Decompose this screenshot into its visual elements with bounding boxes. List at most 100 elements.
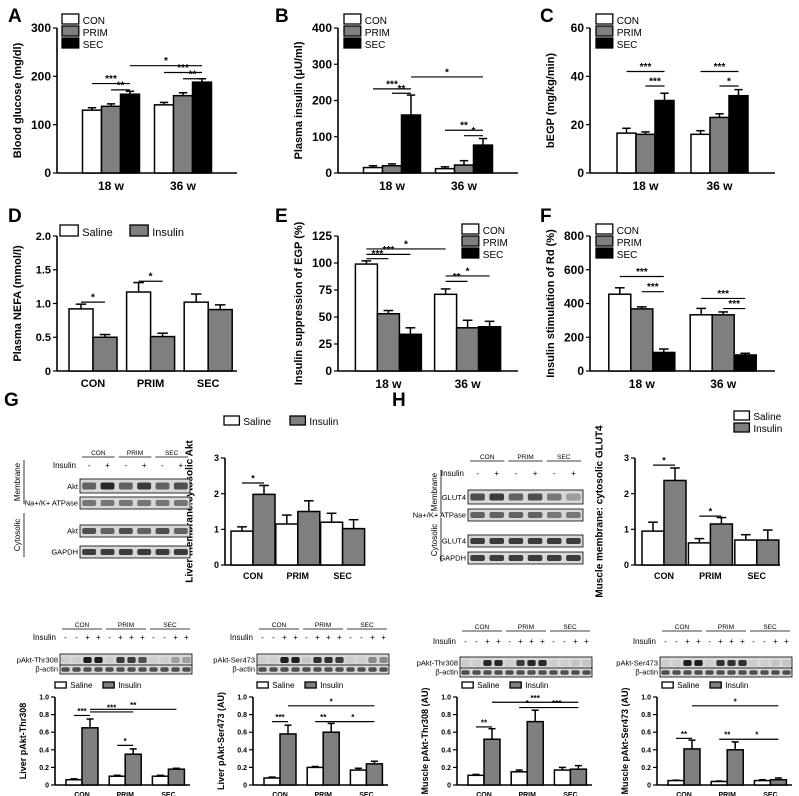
blot-strip [659, 667, 793, 678]
legend-label: Insulin [320, 681, 343, 690]
legend-swatch [61, 25, 80, 37]
x-tick-label: CON [272, 792, 288, 796]
blot-strip [459, 667, 593, 678]
y-tick-label: 60 [571, 21, 585, 35]
blot-band [313, 667, 322, 672]
bar-insulin [124, 753, 142, 786]
blot-band [566, 512, 581, 518]
significance-label: * [251, 473, 255, 483]
legend-label: Insulin [725, 681, 748, 690]
bar-insulin [683, 748, 701, 786]
significance-label: *** [714, 62, 726, 73]
blot-strip [467, 489, 584, 505]
y-tick-label: 200 [31, 70, 51, 84]
blot-insulin-sign: - [161, 461, 164, 470]
bar-insulin [149, 335, 176, 372]
significance-label: *** [728, 299, 740, 310]
chart-h1: 0 1 2 3 Muscle membrane: cytosolic GLUT4 CON P… [595, 410, 782, 598]
y-tick-label: 75 [319, 283, 333, 297]
blot-insulin-sign: + [315, 633, 320, 642]
blot-band [105, 667, 114, 672]
bar-con [690, 133, 711, 174]
bar-con [433, 293, 458, 372]
significance-label: *** [372, 249, 384, 260]
blot-insulin-sign: - [261, 633, 264, 642]
blot-band [280, 667, 289, 672]
blot-insulin-sign: + [718, 637, 723, 646]
blot-row-label: pAkt-Thr308 [417, 658, 458, 667]
blot-compartment-label: Cytosolic [430, 524, 439, 556]
legend-swatch [733, 422, 751, 433]
legend-swatch [733, 410, 751, 421]
significance-label: *** [107, 703, 117, 712]
blot-band [182, 667, 191, 672]
legend-label: CON [483, 226, 505, 237]
bar-insulin [92, 336, 118, 372]
legend-label: Insulin [309, 417, 338, 428]
blot-band [571, 660, 580, 666]
blot-band [83, 657, 92, 663]
blot-strip [79, 496, 191, 510]
bar-con [354, 263, 379, 372]
bar-saline [230, 530, 254, 566]
blot-group-label: SEC [763, 624, 777, 631]
blot-band [716, 670, 725, 675]
blot-insulin-sign: + [740, 637, 745, 646]
blot-band [527, 538, 543, 544]
y-axis-label: Liver membrane:cytosolic Akt [185, 440, 196, 583]
x-tick-label: 36 w [170, 179, 197, 193]
bar-prim [100, 105, 122, 174]
significance-label: *** [531, 694, 541, 703]
blot-band [771, 660, 780, 666]
blot-band [302, 667, 311, 672]
bar-saline [467, 774, 485, 786]
x-tick-label: PRIM [699, 571, 722, 581]
x-tick-label: 36 w [451, 179, 478, 193]
blot-band [683, 660, 692, 666]
x-tick-label: 18 w [632, 179, 659, 193]
blot-group-label: CON [75, 622, 90, 629]
blot-band [483, 660, 492, 666]
blot-band [379, 667, 388, 672]
blot-band [173, 482, 188, 490]
x-tick-label: 18 w [379, 179, 406, 193]
y-axis-label: Blood glucose (mg/dl) [12, 42, 24, 158]
blot-band [72, 657, 81, 663]
y-tick-label: 0 [624, 560, 629, 570]
blot-band [472, 660, 481, 666]
blot-group-label: PRIM [517, 454, 533, 461]
blot-band [538, 660, 547, 666]
legend-swatch [61, 13, 80, 25]
significance-label: * [445, 67, 449, 78]
blot-insulin-sign: + [282, 633, 287, 642]
blot-insulin-label: Insulin [633, 637, 656, 646]
y-tick-label: 0.8 [641, 712, 651, 719]
blot-row-label: Akt [67, 482, 79, 491]
x-tick-label: CON [243, 571, 263, 581]
significance-label: *** [717, 289, 729, 300]
blot-insulin-sign: - [152, 633, 155, 642]
legend-label: SEC [617, 250, 638, 261]
blot-band [749, 670, 758, 675]
y-tick-label: 300 [312, 57, 332, 71]
panel-letter-h: H [392, 390, 406, 411]
blot-band [549, 660, 558, 666]
legend-label: PRIM [83, 28, 108, 39]
legend-label: SEC [83, 40, 104, 51]
y-axis-label: Plasma NEFA (mmol/l) [12, 245, 24, 362]
y-tick-label: 1.0 [36, 298, 51, 310]
significance-label: * [466, 266, 470, 277]
blot-strip [59, 664, 193, 675]
y-tick-label: 200 [564, 330, 584, 344]
significance-label: * [734, 697, 738, 706]
blot-insulin-sign: + [140, 633, 145, 642]
blot-band [100, 500, 115, 506]
blot-band [82, 528, 97, 534]
blot-strip [79, 545, 191, 559]
blot-row-label: GLUT4 [442, 536, 466, 545]
blot-band [470, 555, 485, 561]
bar-sec [728, 94, 749, 174]
blot-row-label: pAkt-Ser473 [616, 658, 658, 667]
chart-h3: 0 0.2 0.4 0.6 0.8 1.0 Muscle pAkt-Ser473 (AU) C… [620, 681, 792, 796]
blot-group-label: PRIM [315, 622, 331, 629]
